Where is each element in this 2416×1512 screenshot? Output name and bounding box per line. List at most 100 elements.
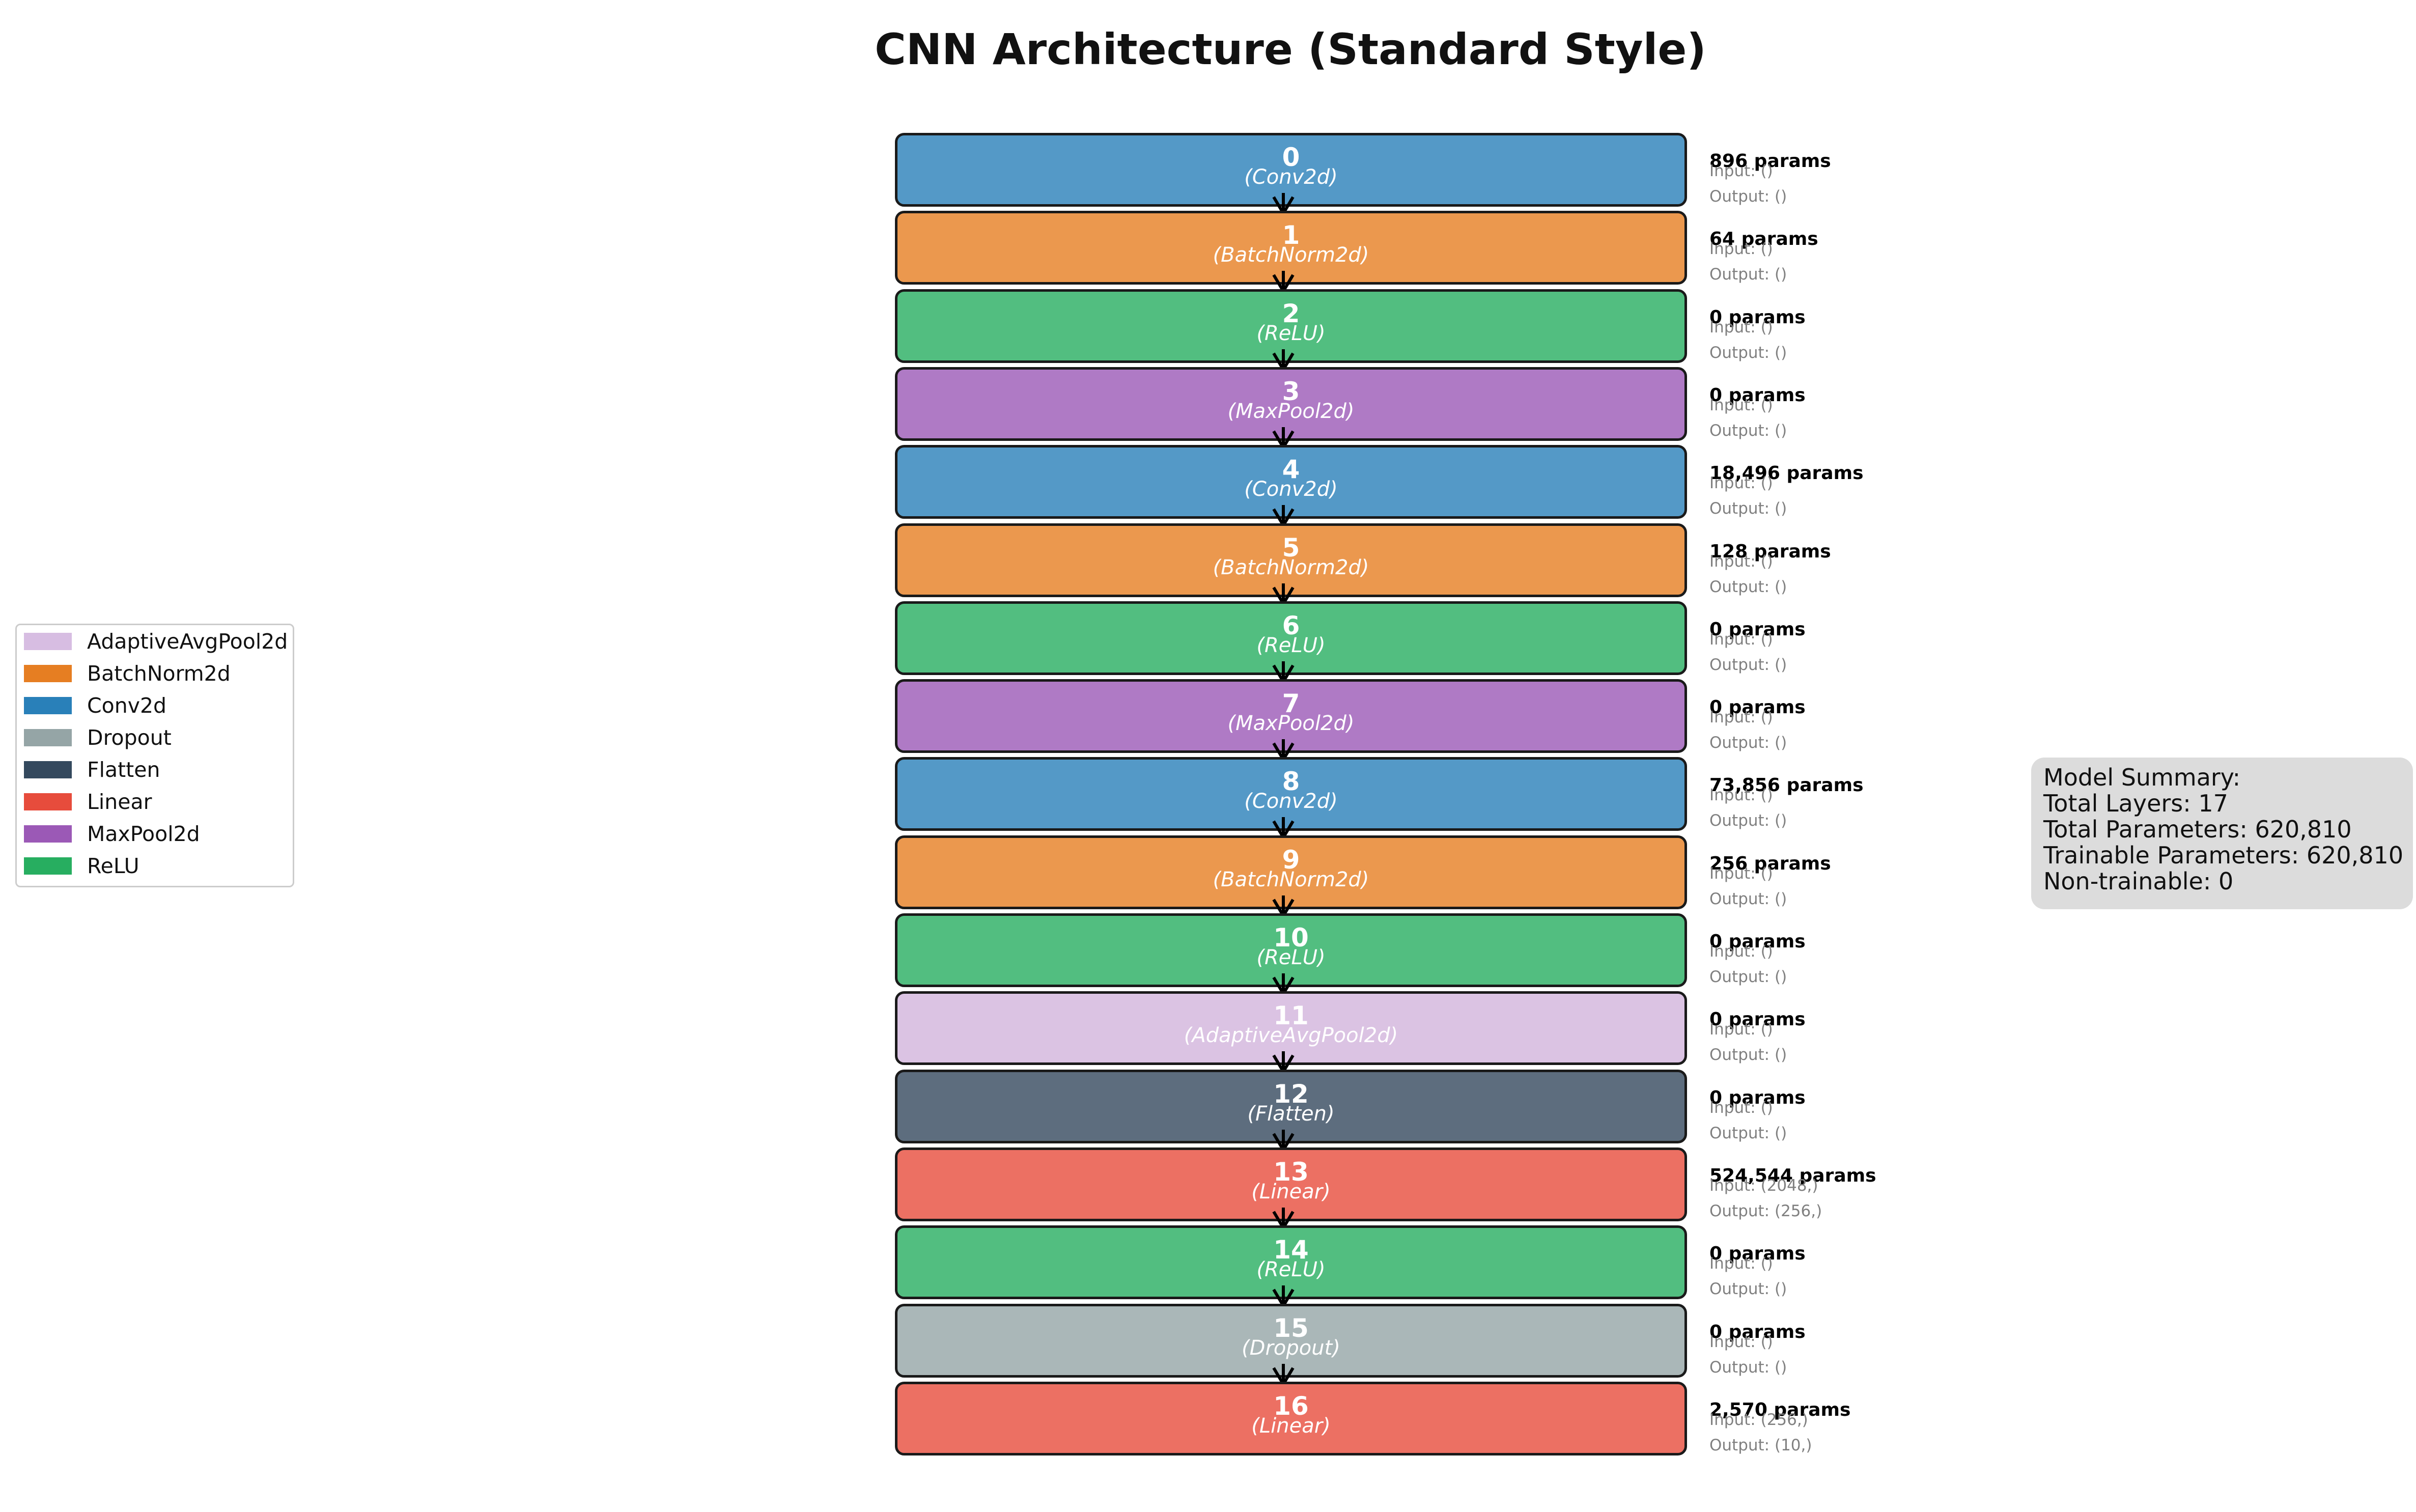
layer-type: (ReLU): [1256, 1258, 1326, 1282]
legend-item: AdaptiveAvgPool2d: [24, 629, 288, 654]
layer-input-shape: Input: (): [1709, 474, 1773, 493]
layer-info: 18,496 params Input: () Output: (): [1709, 464, 1864, 517]
layer-box: 16 (Linear): [895, 1381, 1687, 1455]
layer-input-shape: Input: (): [1709, 162, 1773, 180]
layer-box: 12 (Flatten): [895, 1069, 1687, 1143]
layer-index: 14: [1273, 1235, 1309, 1265]
layer-params: 256 params: [1709, 853, 1831, 874]
layer-info: 0 params Input: () Output: (): [1709, 386, 1806, 439]
layer-box: 3 (MaxPool2d): [895, 367, 1687, 441]
legend-label: Flatten: [87, 758, 160, 782]
layer-type: (Linear): [1251, 1414, 1331, 1438]
layer-input-shape: Input: (): [1709, 396, 1773, 414]
layer-output-shape: Output: (): [1709, 889, 1787, 908]
layer-output-shape: Output: (): [1709, 187, 1787, 206]
legend-label: Dropout: [87, 725, 172, 750]
layer-box: 5 (BatchNorm2d): [895, 523, 1687, 597]
legend-item: MaxPool2d: [24, 822, 200, 846]
summary-heading: Model Summary:: [2043, 764, 2241, 791]
layer-params: 0 params: [1709, 1321, 1806, 1342]
legend-label: AdaptiveAvgPool2d: [87, 629, 288, 654]
layer-output-shape: Output: (): [1709, 1124, 1787, 1142]
layer-box: 1 (BatchNorm2d): [895, 211, 1687, 285]
legend-swatch: [24, 697, 72, 714]
layer-input-shape: Input: (): [1709, 786, 1773, 805]
layer-params: 128 params: [1709, 541, 1831, 562]
layer-box: 2 (ReLU): [895, 289, 1687, 363]
layer-info: 256 params Input: () Output: (): [1709, 853, 1831, 908]
layer-box: 9 (BatchNorm2d): [895, 835, 1687, 909]
layer-type: (Conv2d): [1244, 790, 1338, 814]
layer-box: 8 (Conv2d): [895, 757, 1687, 831]
layer-info: 0 params Input: () Output: (): [1709, 1245, 1806, 1297]
layer-index: 2: [1282, 298, 1300, 328]
layer-input-shape: Input: (): [1709, 1332, 1773, 1351]
layer-output-shape: Output: (): [1709, 968, 1787, 986]
layer-params: 0 params: [1709, 619, 1806, 640]
layer-input-shape: Input: (): [1709, 1020, 1773, 1039]
layer-type: (MaxPool2d): [1227, 399, 1355, 423]
layer-input-shape: Input: (): [1709, 1254, 1773, 1273]
layer-info: 524,544 params Input: (2048,) Output: (256…: [1709, 1165, 1876, 1219]
layer-index: 10: [1273, 923, 1309, 953]
layer-type: (MaxPool2d): [1227, 712, 1355, 736]
summary-total-layers: Total Layers: 17: [2043, 790, 2228, 817]
layer-info: 128 params Input: () Output: (): [1709, 541, 1831, 595]
layer-output-shape: Output: (): [1709, 1358, 1787, 1377]
layer-info: 0 params Input: () Output: (): [1709, 306, 1806, 361]
layer-input-shape: Input: (): [1709, 1098, 1773, 1117]
layer-output-shape: Output: (): [1709, 1046, 1787, 1065]
layer-output-shape: Output: (): [1709, 1280, 1787, 1299]
layer-box: 13 (Linear): [895, 1147, 1687, 1221]
layer-type: (ReLU): [1256, 633, 1326, 657]
layer-index: 0: [1282, 143, 1300, 172]
layer-index: 8: [1282, 767, 1300, 797]
layer-params: 64 params: [1709, 229, 1818, 250]
layer-output-shape: Output: (): [1709, 655, 1787, 674]
layer-params: 896 params: [1709, 151, 1831, 172]
layer-info: 0 params Input: () Output: (): [1709, 1323, 1806, 1376]
layer-box: 15 (Dropout): [895, 1303, 1687, 1378]
legend: AdaptiveAvgPool2d BatchNorm2d Conv2d Dro…: [15, 624, 294, 887]
layer-box: 0 (Conv2d): [895, 133, 1687, 207]
layer-info: 0 params Input: () Output: (): [1709, 619, 1806, 674]
layer-params: 0 params: [1709, 1243, 1806, 1265]
summary-non-trainable: Non-trainable: 0: [2043, 867, 2234, 895]
layer-input-shape: Input: (): [1709, 942, 1773, 961]
layer-params: 524,544 params: [1709, 1165, 1876, 1186]
layer-output-shape: Output: (): [1709, 811, 1787, 830]
layer-type: (Conv2d): [1244, 478, 1338, 501]
layer-info: 64 params Input: () Output: (): [1709, 230, 1818, 283]
layer-params: 0 params: [1709, 1087, 1806, 1108]
layer-input-shape: Input: (): [1709, 318, 1773, 337]
layer-info: 0 params Input: () Output: (): [1709, 698, 1806, 751]
layer-params: 0 params: [1709, 1009, 1806, 1030]
legend-swatch: [24, 633, 72, 650]
layer-info: 0 params Input: () Output: (): [1709, 933, 1806, 985]
layer-output-shape: Output: (): [1709, 265, 1787, 284]
layer-type: (Linear): [1251, 1180, 1331, 1203]
layer-input-shape: Input: (): [1709, 240, 1773, 259]
layer-index: 6: [1282, 610, 1300, 640]
layer-index: 12: [1273, 1079, 1309, 1109]
legend-swatch: [24, 729, 72, 746]
summary-total-params: Total Parameters: 620,810: [2043, 816, 2352, 843]
layer-type: (BatchNorm2d): [1213, 555, 1369, 579]
layer-input-shape: Input: (2048,): [1709, 1176, 1818, 1195]
layer-info: 896 params Input: () Output: (): [1709, 152, 1831, 205]
layer-output-shape: Output: (): [1709, 734, 1787, 752]
layer-info: 0 params Input: () Output: (): [1709, 1087, 1806, 1142]
layer-input-shape: Input: (): [1709, 630, 1773, 649]
layer-input-shape: Input: (): [1709, 864, 1773, 883]
layer-type: (BatchNorm2d): [1213, 867, 1369, 891]
layer-index: 11: [1273, 1001, 1309, 1031]
layer-type: (Conv2d): [1244, 165, 1338, 189]
layer-box: 11 (AdaptiveAvgPool2d): [895, 991, 1687, 1066]
layer-params: 0 params: [1709, 306, 1806, 328]
layer-params: 73,856 params: [1709, 775, 1864, 796]
layer-type: (AdaptiveAvgPool2d): [1184, 1024, 1398, 1048]
layer-output-shape: Output: (10,): [1709, 1436, 1812, 1454]
legend-label: Linear: [87, 790, 152, 814]
layer-type: (Dropout): [1242, 1336, 1340, 1360]
layer-output-shape: Output: (): [1709, 499, 1787, 518]
